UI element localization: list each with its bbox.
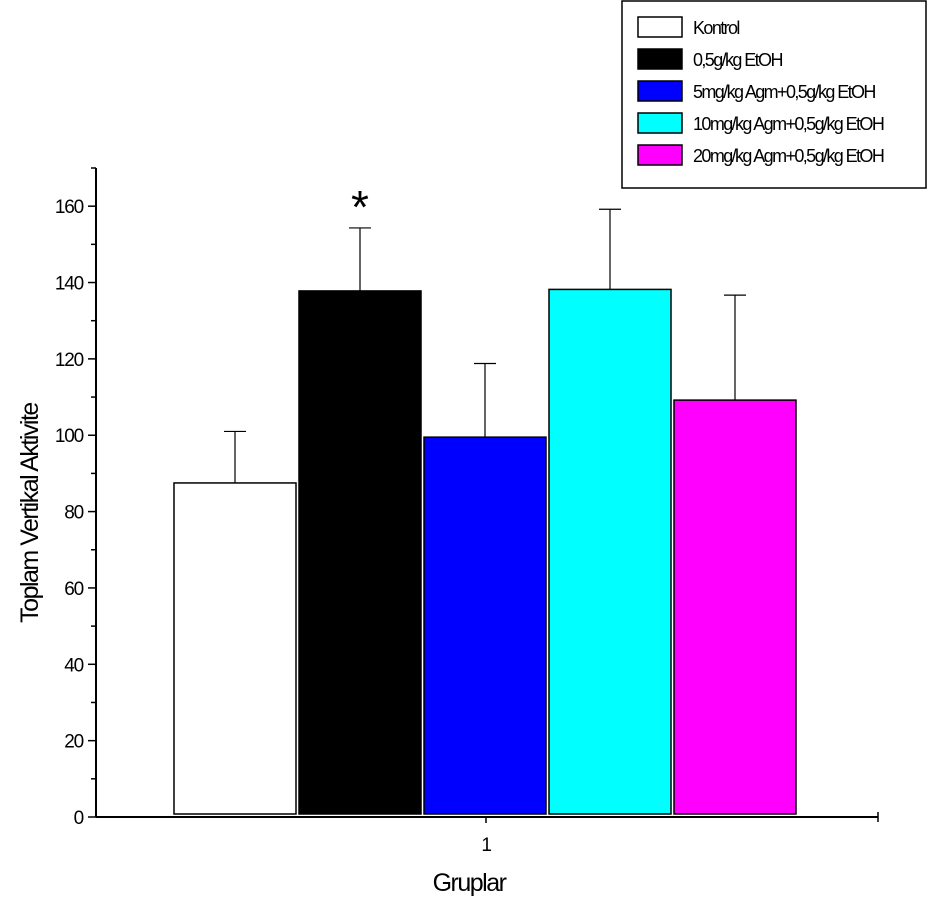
- y-tick-label: 0: [74, 808, 84, 829]
- y-tick-label: 80: [64, 503, 83, 524]
- legend: Kontrol 0,5g/kg EtOH 5mg/kg Agm+0,5g/kg Et…: [621, 0, 927, 189]
- x-ticks-group: 1: [481, 812, 879, 856]
- bar: [423, 436, 547, 815]
- bar: [298, 290, 422, 815]
- significance-marker: *: [351, 181, 369, 233]
- y-tick-label: 100: [55, 426, 84, 447]
- legend-swatch: [637, 144, 683, 166]
- legend-label: 5mg/kg Agm+0,5g/kg EtOH: [693, 82, 875, 102]
- bar: [548, 288, 672, 815]
- legend-swatch: [637, 48, 683, 70]
- bars-group: *: [173, 181, 797, 815]
- y-tick-label: 160: [55, 197, 84, 218]
- y-tick-label: 40: [64, 655, 83, 676]
- legend-label: 20mg/kg Agm+0,5g/kg EtOH: [693, 146, 884, 166]
- y-ticks-group: 0 20 40 60 80 100 120 140 160: [55, 167, 96, 829]
- legend-label: Kontrol: [693, 18, 739, 38]
- legend-swatch: [637, 16, 683, 38]
- x-tick-label: 1: [481, 835, 491, 856]
- y-tick-label: 60: [64, 579, 83, 600]
- y-tick-label: 140: [55, 274, 84, 295]
- legend-swatch: [637, 112, 683, 134]
- axes-group: [95, 168, 878, 818]
- x-axis-title: Gruplar: [433, 869, 507, 897]
- y-tick-label: 20: [64, 732, 83, 753]
- legend-label: 10mg/kg Agm+0,5g/kg EtOH: [693, 114, 884, 134]
- bar: [673, 399, 797, 815]
- legend-label: 0,5g/kg EtOH: [693, 50, 782, 70]
- y-axis-title: Toplam Vertikal Aktivite: [16, 403, 44, 623]
- y-tick-label: 120: [55, 350, 84, 371]
- bar: [173, 482, 297, 815]
- legend-swatch: [637, 80, 683, 102]
